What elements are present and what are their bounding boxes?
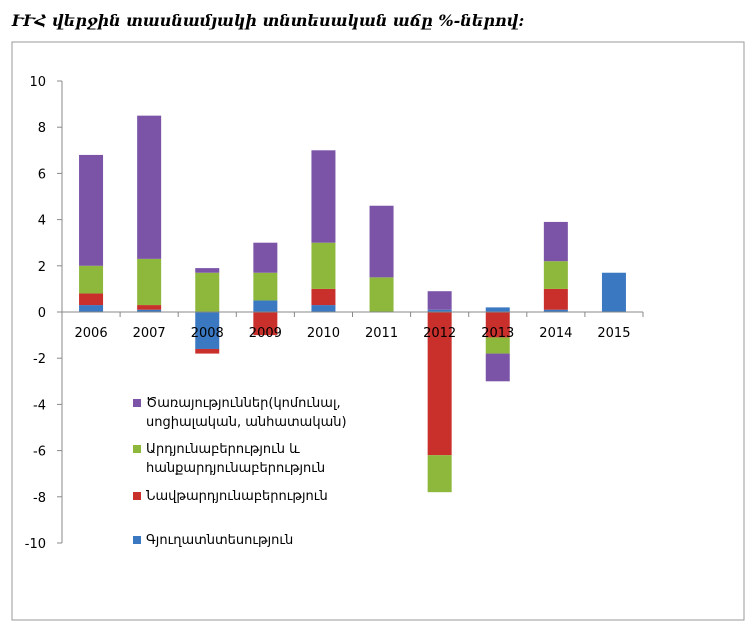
x-tick-label: 2009 [249,326,282,341]
y-tick-label: 4 [38,214,46,229]
bar-segment [427,291,452,310]
y-tick-label: 6 [38,167,46,182]
x-tick-label: 2015 [597,326,630,341]
bar-segment [311,242,336,289]
x-tick-label: 2012 [423,326,456,341]
legend-entry: Գյուղատնտեսություն [146,533,294,548]
y-tick-label: -8 [33,491,46,506]
bar-segment [79,154,104,266]
legend-label: Ծառայություններ(կոմունալ, սոցիալական, ան… [146,396,347,430]
x-tick-label: 2008 [191,326,224,341]
legend-entry: Ծառայություններ(կոմունալ, սոցիալական, ան… [146,396,347,430]
bar-segment [485,337,510,354]
y-tick-label: -6 [33,445,46,460]
x-tick-label: 2014 [539,326,572,341]
bar-segment [485,307,510,312]
y-tick-label: 2 [38,260,46,275]
bar-segment [253,300,278,312]
legend-swatch [133,492,141,500]
bar-segment [543,221,568,262]
bar-segment [137,309,162,312]
bar-segment [427,312,452,456]
bar-segment [195,312,220,349]
chart-title: ՒՒՀ վերջին տասնամյակի տնտեսական աճը %-նե… [11,11,524,30]
legend-swatch [133,445,141,453]
bar-segment [195,348,220,354]
x-tick-label: 2006 [75,326,108,341]
x-tick-label: 2010 [307,326,340,341]
bar-segment [311,288,336,306]
y-tick-label: 0 [38,306,46,321]
bar-segment [369,205,394,278]
y-tick-label: -4 [33,398,46,413]
bar-segment [253,312,278,336]
legend-swatch [133,399,141,407]
y-tick-label: 10 [29,75,46,90]
bar-segment [369,277,394,312]
legend-entry: Նավթարդյունաբերություն [146,489,328,504]
x-tick-label: 2007 [133,326,166,341]
bar-segment [311,305,336,312]
bar-segment [485,353,510,382]
bar-segment [485,312,510,338]
bar-segment [311,150,336,243]
y-tick-label: -2 [33,352,46,367]
legend-label: Նավթարդյունաբերություն [146,489,328,504]
bar-segment [79,293,104,306]
bar-segment [195,268,220,273]
bar-segment [427,455,452,493]
legend-swatch [133,536,141,544]
legend-entry: Արդյունաբերություն և հանքարդյունաբերությ… [146,442,326,476]
bar-segment [195,272,220,312]
bar-segment [137,115,162,259]
y-tick-label: 8 [38,121,46,136]
bar-segment [427,309,452,312]
bar-segment [543,309,568,312]
bar-segment [253,272,278,301]
x-tick-label: 2011 [365,326,398,341]
bar-segment [543,261,568,289]
bar-segment [79,305,104,312]
x-tick-label: 2013 [481,326,514,341]
chart-frame [11,41,745,621]
y-tick-label: -10 [25,537,46,552]
legend-label: Գյուղատնտեսություն [146,533,294,548]
bar-segment [543,288,568,310]
bar-segment [79,265,104,294]
legend-label: Արդյունաբերություն և հանքարդյունաբերությ… [146,442,326,476]
bar-segment [253,242,278,273]
bar-segment [601,272,626,312]
bar-segment [137,258,162,306]
bar-segment [137,305,162,310]
